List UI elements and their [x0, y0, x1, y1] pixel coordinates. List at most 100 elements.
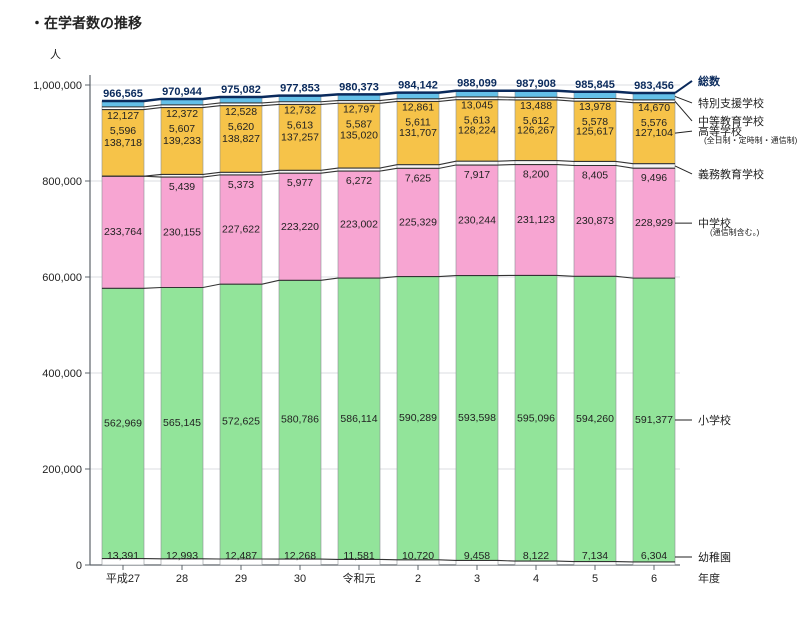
- x-tick: 4: [533, 573, 539, 585]
- legend-total: 総数: [698, 74, 721, 88]
- total-label: 977,853: [280, 83, 320, 95]
- value-compulsory: 5,439: [169, 181, 195, 193]
- value-highSchool: 127,104: [635, 127, 673, 139]
- x-tick: 6: [651, 573, 657, 585]
- value-elementary: 572,625: [222, 416, 260, 428]
- bar-compulsory: [456, 161, 498, 165]
- y-tick: 0: [76, 560, 82, 572]
- value-compulsory: 6,272: [346, 175, 372, 187]
- chart-title: ・在学者数の推移: [30, 15, 142, 31]
- value-kindergarten: 10,720: [402, 550, 434, 562]
- value-compulsory: 5,977: [287, 177, 313, 189]
- y-tick: 600,000: [42, 272, 82, 284]
- value-highSchool: 131,707: [399, 127, 437, 139]
- value-special: 14,670: [638, 102, 670, 114]
- value-kindergarten: 6,304: [641, 550, 667, 562]
- value-kindergarten: 13,391: [107, 550, 139, 562]
- y-tick: 400,000: [42, 368, 82, 380]
- value-secondary: 5,613: [464, 115, 490, 127]
- total-label: 985,845: [575, 79, 615, 91]
- total-label: 966,565: [103, 88, 143, 100]
- value-secondary: 5,596: [110, 125, 136, 137]
- value-secondary: 5,587: [346, 118, 372, 130]
- legend-special: 特別支援学校: [698, 96, 764, 110]
- bar-compulsory: [574, 161, 616, 165]
- value-juniorHigh: 227,622: [222, 224, 260, 236]
- value-juniorHigh: 233,764: [104, 226, 142, 238]
- value-juniorHigh: 230,155: [163, 226, 201, 238]
- value-highSchool: 138,718: [104, 137, 142, 149]
- x-tick: 28: [176, 573, 188, 585]
- value-elementary: 591,377: [635, 414, 673, 426]
- value-highSchool: 139,233: [163, 135, 201, 147]
- value-highSchool: 138,827: [222, 133, 260, 145]
- value-secondary: 5,611: [405, 117, 431, 129]
- value-highSchool: 135,020: [340, 130, 378, 142]
- value-juniorHigh: 223,220: [281, 221, 319, 233]
- value-compulsory: 5,373: [228, 179, 254, 191]
- value-special: 12,861: [402, 102, 434, 114]
- value-elementary: 580,786: [281, 414, 319, 426]
- legend-kindergarten: 幼稚園: [698, 551, 731, 564]
- bar-compulsory: [515, 161, 557, 165]
- value-special: 12,732: [284, 105, 316, 117]
- value-secondary: 5,613: [287, 120, 313, 132]
- value-juniorHigh: 231,123: [517, 214, 555, 226]
- y-axis-label: 人: [50, 48, 61, 61]
- x-tick: 平成27: [106, 572, 140, 585]
- value-secondary: 5,612: [523, 115, 549, 127]
- x-tick: 30: [294, 573, 306, 585]
- value-special: 12,797: [343, 103, 375, 115]
- value-special: 13,045: [461, 100, 493, 112]
- value-special: 12,528: [225, 106, 257, 118]
- value-juniorHigh: 228,929: [635, 217, 673, 229]
- value-elementary: 562,969: [104, 417, 142, 429]
- value-highSchool: 137,257: [281, 131, 319, 143]
- y-tick: 800,000: [42, 176, 82, 188]
- value-compulsory: 8,200: [523, 169, 549, 181]
- value-kindergarten: 12,993: [166, 550, 198, 562]
- x-tick: 3: [474, 573, 480, 585]
- legend-highschool-note: (全日制・定時制・通信制): [704, 135, 798, 145]
- total-label: 970,944: [162, 86, 203, 98]
- value-elementary: 586,114: [340, 413, 377, 425]
- total-label: 984,142: [398, 80, 438, 92]
- legend-compulsory: 義務教育学校: [698, 167, 764, 181]
- bar-compulsory: [633, 164, 675, 169]
- value-secondary: 5,620: [228, 121, 254, 133]
- x-tick: 2: [415, 573, 421, 585]
- y-tick: 200,000: [42, 464, 82, 476]
- total-label: 980,373: [339, 81, 379, 93]
- x-axis-label: 年度: [698, 571, 720, 585]
- value-compulsory: 8,405: [582, 170, 608, 182]
- value-compulsory: 7,625: [405, 172, 431, 184]
- value-compulsory: 7,917: [464, 169, 490, 181]
- value-elementary: 595,096: [517, 412, 555, 424]
- value-kindergarten: 9,458: [464, 550, 490, 562]
- value-special: 13,978: [579, 101, 611, 113]
- enrollment-chart: ・在学者数の推移人0200,000400,000600,000800,0001,…: [0, 0, 800, 635]
- value-kindergarten: 11,581: [343, 550, 374, 562]
- value-special: 12,127: [107, 110, 139, 122]
- value-kindergarten: 8,122: [523, 550, 549, 562]
- total-label: 987,908: [516, 78, 556, 90]
- x-tick: 5: [592, 573, 598, 585]
- value-juniorHigh: 230,873: [576, 215, 614, 227]
- value-kindergarten: 7,134: [582, 550, 608, 562]
- value-elementary: 594,260: [576, 413, 614, 425]
- total-label: 983,456: [634, 80, 674, 92]
- value-special: 13,488: [520, 100, 552, 112]
- value-special: 12,372: [166, 108, 198, 120]
- value-secondary: 5,578: [582, 116, 608, 128]
- legend-elementary: 小学校: [698, 413, 731, 427]
- value-elementary: 593,598: [458, 412, 496, 424]
- value-secondary: 5,607: [169, 123, 195, 135]
- x-tick: 29: [235, 573, 247, 585]
- total-label: 988,099: [457, 78, 497, 90]
- value-juniorHigh: 225,329: [399, 216, 437, 228]
- value-elementary: 565,145: [163, 417, 201, 429]
- total-label: 975,082: [221, 84, 261, 96]
- value-secondary: 5,576: [641, 117, 667, 129]
- value-elementary: 590,289: [399, 412, 437, 424]
- x-tick: 令和元: [343, 571, 376, 585]
